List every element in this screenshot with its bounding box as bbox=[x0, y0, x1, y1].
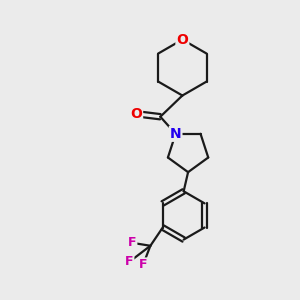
Text: F: F bbox=[128, 236, 136, 249]
Text: N: N bbox=[170, 127, 182, 141]
Text: O: O bbox=[130, 107, 142, 121]
Text: F: F bbox=[139, 258, 147, 272]
Text: O: O bbox=[176, 33, 188, 46]
Text: F: F bbox=[125, 256, 134, 268]
